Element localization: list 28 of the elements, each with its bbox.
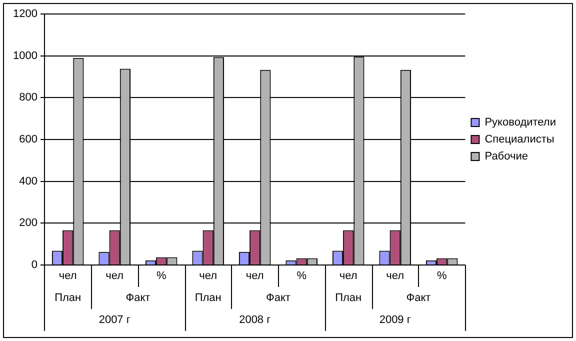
x-tick-label: чел [58,270,77,282]
text: План [194,292,222,304]
y-tick-label: 200 [19,217,38,230]
y-tick-label: 1000 [12,50,38,62]
y-tick-label: 0 [31,259,38,272]
text: 2007 г [98,314,130,326]
y-tick-label: 600 [19,134,38,146]
legend-label: Специалисты [484,134,554,146]
x-tick-label: чел [386,270,404,282]
text: 2009 г [379,314,411,326]
legend-label: Рабочие [484,150,528,163]
y-tick-label: 1200 [12,8,38,20]
text: План [54,292,82,304]
y-tick-label: 400 [19,175,38,188]
y-tick-label: 800 [19,92,38,104]
text: 2008 г [239,314,271,326]
x-tick-label: % [436,270,447,282]
x-tick-label: % [296,270,307,282]
text: Факт [126,292,150,304]
legend-label: Руководители [484,116,556,129]
x-tick-label: чел [246,270,264,282]
x-tick-label: чел [106,270,124,282]
x-tick-label: % [156,270,166,282]
text: Факт [266,292,290,304]
text: План [335,292,362,304]
x-tick-label: чел [199,270,218,282]
text: Факт [406,292,431,304]
x-tick-label: чел [339,270,358,282]
